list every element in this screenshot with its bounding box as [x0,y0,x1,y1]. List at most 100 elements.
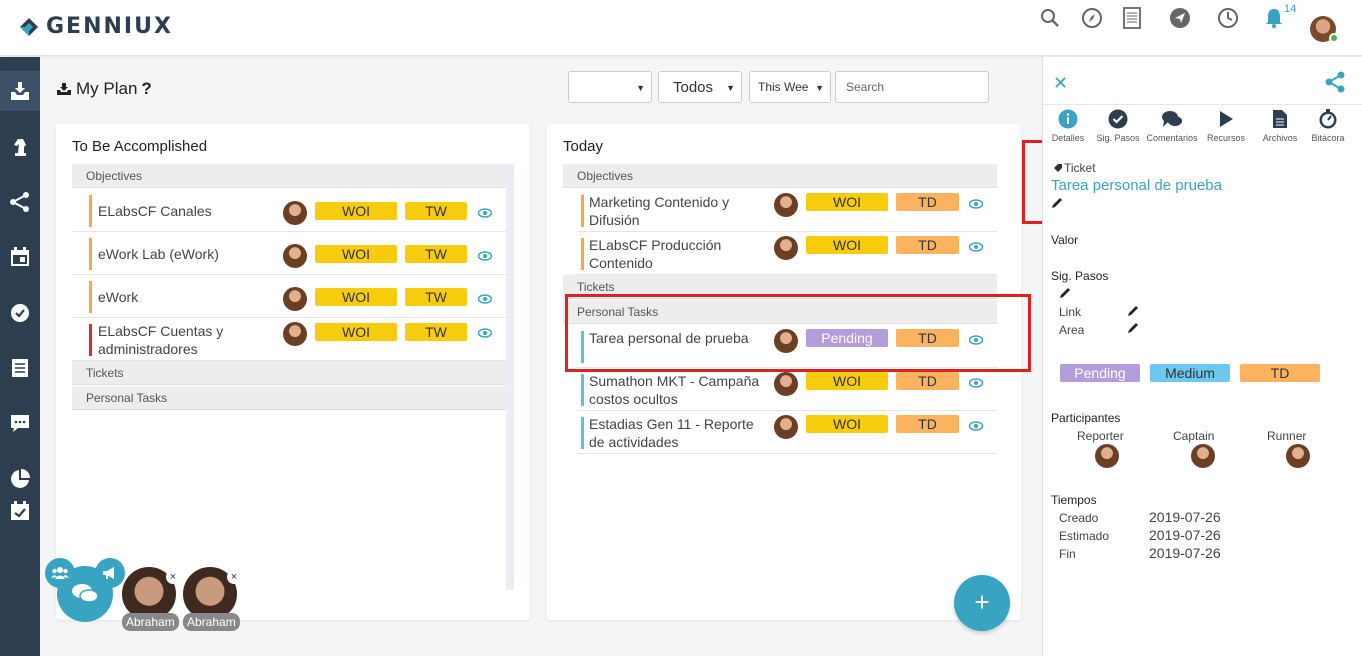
column-today: Today Objectives Marketing Contenido y D… [547,124,1021,620]
eye-icon[interactable] [478,251,492,261]
search-input[interactable]: Search [835,71,989,103]
status-badge[interactable]: Pending [1060,364,1140,382]
section-personal-tasks[interactable]: Personal Tasks [72,386,506,410]
sidebar-item-calendar[interactable] [0,237,40,277]
sidebar-item-tasks[interactable] [0,293,40,333]
role-runner: Runner [1267,429,1307,443]
tag-td: TD [896,193,959,211]
eye-icon[interactable] [478,208,492,218]
list-item[interactable]: Tarea personal de prueba Pending TD [577,325,997,368]
eye-icon[interactable] [969,335,983,345]
document-list-icon[interactable] [1120,6,1144,30]
page-title: My Plan ? [56,79,152,99]
tab-recursos[interactable]: Recursos [1199,109,1253,143]
tag-tw: TW [405,323,467,341]
group-chat-button[interactable] [45,558,75,588]
filter-status-select[interactable]: Todos ▼ [658,71,742,103]
search-icon[interactable] [1038,6,1062,30]
help-icon[interactable]: ? [141,79,152,98]
sidebar-item-network[interactable] [0,182,40,222]
tag-woi: WOI [806,236,888,254]
edit-pencil-icon[interactable] [1127,322,1139,334]
section-tickets[interactable]: Tickets [72,361,506,385]
bell-icon[interactable] [1262,6,1286,30]
column-title: Today [563,138,604,155]
add-button[interactable]: + [954,575,1010,631]
sidebar-item-reports[interactable] [0,459,40,499]
close-icon[interactable]: × [227,570,241,584]
calendar-icon [11,247,29,266]
scrollbar[interactable] [506,164,514,590]
avatar-captain[interactable] [1191,444,1215,468]
clock-icon[interactable] [1216,6,1240,30]
page-title-text: My Plan [76,79,138,98]
eye-icon[interactable] [478,294,492,304]
online-status-dot [1329,33,1339,43]
sidebar-item-list[interactable] [0,348,40,388]
list-item[interactable]: eWork Lab (eWork) WOI TW [72,232,506,275]
tab-sig-pasos[interactable]: Sig. Pasos [1091,109,1145,143]
list-item[interactable]: Marketing Contenido y Difusión WOI TD [577,189,997,232]
tag-pending: Pending [806,329,888,347]
tab-label: Sig. Pasos [1096,133,1140,143]
top-bar: GENNIUX 14 [0,0,1362,56]
navigation-icon[interactable] [1168,6,1192,30]
item-name: eWork [98,289,139,305]
period-badge[interactable]: TD [1240,364,1320,382]
tag-woi: WOI [806,193,888,211]
brand-name: GENNIUX [46,14,173,39]
valor-label: Valor [1051,233,1079,247]
edit-pencil-icon[interactable] [1051,197,1063,209]
section-objectives[interactable]: Objectives [72,164,506,188]
priority-bar [89,238,92,270]
list-item[interactable]: eWork WOI TW [72,275,506,318]
inbox-download-icon [11,82,29,100]
tag-woi: WOI [806,372,888,390]
avatar-runner[interactable] [1286,444,1310,468]
avatar [283,287,307,311]
section-personal-tasks[interactable]: Personal Tasks [563,300,997,324]
eye-icon[interactable] [969,421,983,431]
close-icon[interactable]: × [166,570,180,584]
tab-bitacora[interactable]: Bitácora [1301,109,1355,143]
filter-blank-select[interactable]: ▼ [568,71,652,103]
column-title: To Be Accomplished [72,138,208,155]
sidebar-item-schedule[interactable] [0,491,40,531]
check-circle-icon [11,304,29,322]
share-icon[interactable] [1324,71,1346,93]
list-item[interactable]: Sumathon MKT - Campaña costos ocultos WO… [577,368,997,411]
tab-detalles[interactable]: Detalles [1041,109,1095,143]
list-item[interactable]: Estadias Gen 11 - Reporte de actividades… [577,411,997,454]
tag-icon [1054,164,1062,172]
tab-comentarios[interactable]: Comentarios [1145,109,1199,143]
chess-knight-icon [14,139,26,156]
eye-icon[interactable] [969,378,983,388]
edit-pencil-icon[interactable] [1059,287,1071,299]
close-icon[interactable]: ✕ [1053,73,1069,93]
list-item[interactable]: ELabsCF Producción Contenido WOI TD [577,232,997,275]
logo[interactable]: GENNIUX [18,14,173,39]
edit-pencil-icon[interactable] [1127,305,1139,317]
tag-woi: WOI [315,202,397,220]
ticket-title[interactable]: Tarea personal de prueba [1051,177,1222,194]
detail-panel: ✕ Detalles Sig. Pasos Comentarios Recurs… [1042,57,1362,656]
eye-icon[interactable] [969,242,983,252]
compass-icon[interactable] [1080,6,1104,30]
tab-archivos[interactable]: Archivos [1253,109,1307,143]
avatar-reporter[interactable] [1095,444,1119,468]
list-item[interactable]: ELabsCF Canales WOI TW [72,189,506,232]
priority-bar [89,324,92,356]
eye-icon[interactable] [478,328,492,338]
filter-period-select[interactable]: This Wee ▼ [749,71,831,103]
announcement-button[interactable] [95,558,125,588]
chevron-down-icon: ▼ [636,83,645,93]
priority-badge[interactable]: Medium [1150,364,1230,382]
tag-woi: WOI [315,323,397,341]
list-item[interactable]: ELabsCF Cuentas y administradores WOI TW [72,318,506,361]
sidebar-item-messages[interactable] [0,403,40,443]
sidebar-item-plan[interactable] [0,71,40,111]
section-objectives[interactable]: Objectives [563,164,997,188]
eye-icon[interactable] [969,199,983,209]
estimado-value: 2019-07-26 [1149,527,1221,543]
sidebar-item-strategy[interactable] [0,127,40,167]
